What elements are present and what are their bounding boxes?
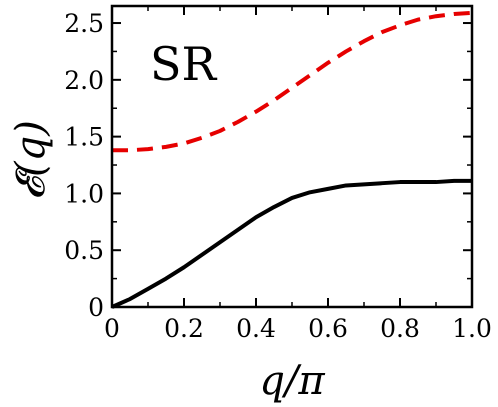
x-axis-label: q/π (259, 358, 325, 404)
x-tick-label: 0.8 (380, 314, 420, 343)
y-tick-label: 0 (88, 293, 104, 322)
x-tick-label: 1.0 (452, 314, 492, 343)
y-tick-label: 1.0 (64, 179, 104, 208)
x-tick-label: 0.4 (236, 314, 276, 343)
series-layer (111, 10, 473, 309)
series-line-2 (112, 10, 473, 153)
annotation-label: SR (150, 37, 218, 91)
y-axis-label: 𝓔(q) (8, 120, 54, 200)
y-tick-label: 0.5 (64, 236, 104, 265)
y-tick-label: 1.5 (64, 123, 104, 152)
y-tick-label: 2.5 (64, 9, 104, 38)
x-tick-label: 0.6 (308, 314, 348, 343)
y-tick-label: 2.0 (64, 66, 104, 95)
x-tick-label: 0.2 (164, 314, 204, 343)
series-line-1 (111, 178, 472, 309)
tick-labels-layer: 0 0.2 0.4 0.6 0.8 1.0 0 0.5 1.0 1.5 2.0 2.5 (64, 9, 492, 343)
x-tick-label: 0 (104, 314, 120, 343)
ticks-layer (111, 6, 473, 308)
